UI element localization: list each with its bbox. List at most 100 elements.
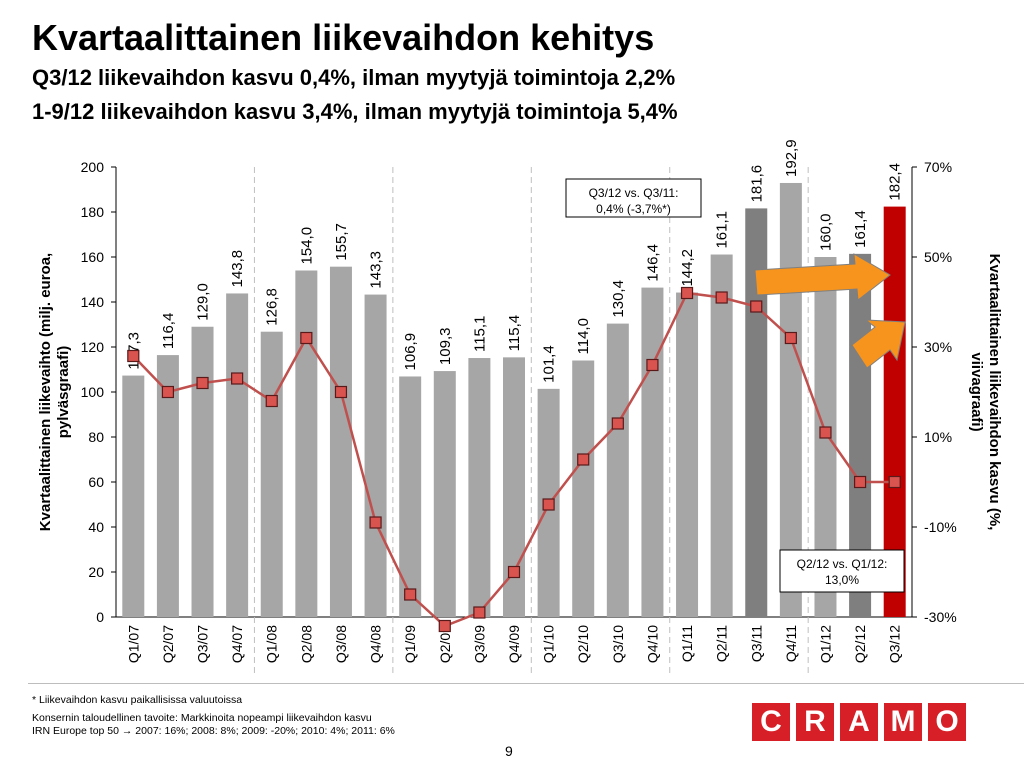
growth-marker [680,286,694,300]
bar [329,266,352,617]
growth-marker [888,475,901,489]
bar-value-label: 155,7 [333,223,350,261]
growth-marker [646,358,659,372]
callout-q3-line: 0,4% (-3,7%*) [596,202,671,216]
category-label: Q1/09 [402,625,418,663]
bar [156,355,179,617]
category-label: Q3/10 [610,625,626,663]
bar-value-label: 129,0 [195,283,212,321]
bar-value-label: 154,0 [298,227,315,265]
category-label: Q3/07 [195,625,211,663]
bar [606,323,629,617]
footnote: * Liikevaihdon kasvu paikallisissa valuu… [32,694,243,706]
category-label: Q1/11 [679,625,695,662]
bar [122,375,145,617]
bar-value-label: 114,0 [575,318,592,354]
bar [710,254,733,617]
category-label: Q3/11 [748,625,764,662]
bar-value-label: 115,1 [471,316,488,352]
left-tick-label: 100 [81,384,105,400]
category-label: Q2/07 [160,625,176,663]
bar-value-label: 130,4 [610,280,627,318]
growth-marker [196,376,209,390]
page-number: 9 [505,743,513,759]
left-tick-label: 60 [88,474,104,490]
growth-marker [161,385,175,399]
left-axis-title: Kvartaalittainen liikevaihto (milj. euro… [37,253,72,531]
growth-marker [438,619,451,633]
bar-value-label: 146,4 [644,244,661,282]
bar [676,292,699,617]
bar [883,206,906,617]
category-label: Q2/10 [575,625,591,663]
growth-marker [231,372,244,385]
bar-value-label: 109,3 [437,328,454,366]
category-label: Q2/09 [437,625,453,663]
callout-q2-box [779,549,905,593]
category-label: Q1/08 [264,625,280,663]
logo-letter: O [928,703,966,741]
bar [468,358,491,617]
category-label: Q3/08 [333,625,349,663]
callout-q3-line: Q3/12 vs. Q3/11: [589,186,679,200]
logo-letter: A [840,703,878,741]
category-label: Q4/07 [229,625,245,663]
logo-letter: M [884,703,922,741]
growth-marker [853,475,867,489]
bar [191,326,214,617]
growth-marker [715,291,728,304]
growth-marker [265,394,278,408]
bar-value-label: 144,2 [679,249,696,287]
category-label: Q1/10 [541,625,557,663]
bar-value-label: 106,9 [402,333,419,371]
right-tick-label: 30% [924,339,952,355]
bar-value-label: 143,3 [368,251,385,289]
category-label: Q3/09 [471,625,487,663]
bar-value-label: 161,1 [714,211,731,249]
growth-marker [819,426,832,439]
footer-divider [28,683,1024,684]
callout-q2-line: 13,0% [825,573,859,587]
right-tick-label: 10% [924,429,952,445]
growth-marker [784,331,797,345]
revenue-chart: 0 20 40 60 80 100 120 140 160 180 200 -30% -10% 10% 30… [37,139,1003,675]
logo-letter: C [752,703,790,741]
category-label: Q4/09 [506,625,522,663]
growth-marker [750,300,763,313]
category-label: Q2/12 [852,625,868,663]
category-label: Q1/12 [817,625,833,663]
category-label: Q1/07 [125,625,141,663]
page-title: Kvartaalittainen liikevaihdon kehitys [32,17,655,58]
category-label: Q3/12 [887,625,903,663]
bar-value-label: 143,8 [229,250,246,288]
orange-arrow-lower [851,319,906,369]
bar-value-label: 160,0 [817,213,834,251]
bar-value-label: 181,6 [748,165,765,203]
left-tick-label: 40 [88,519,104,535]
bar [226,293,249,617]
growth-marker [404,588,417,601]
bar [364,294,387,617]
bar [572,360,595,617]
orange-arrow-upper [754,253,891,301]
bar [641,287,664,617]
growth-marker [300,331,313,345]
growth-marker [611,417,624,430]
growth-marker [127,349,140,363]
left-tick-label: 20 [88,564,104,580]
right-axis-title: Kvartaalittainen liikevaihdon kasvu (%,v… [968,254,1003,531]
bar [503,357,525,617]
bar [399,376,422,617]
bar [260,331,283,617]
left-tick-label: 200 [81,159,105,175]
category-label: Q4/11 [783,625,799,662]
growth-marker [577,453,590,466]
growth-marker [369,516,382,529]
left-tick-label: 160 [81,249,105,265]
growth-marker [334,385,348,399]
bar [433,371,456,617]
callout-q3-box [565,178,702,218]
right-tick-label: 70% [924,159,952,175]
right-tick-label: -10% [924,519,957,535]
left-tick-label: 0 [96,609,104,625]
